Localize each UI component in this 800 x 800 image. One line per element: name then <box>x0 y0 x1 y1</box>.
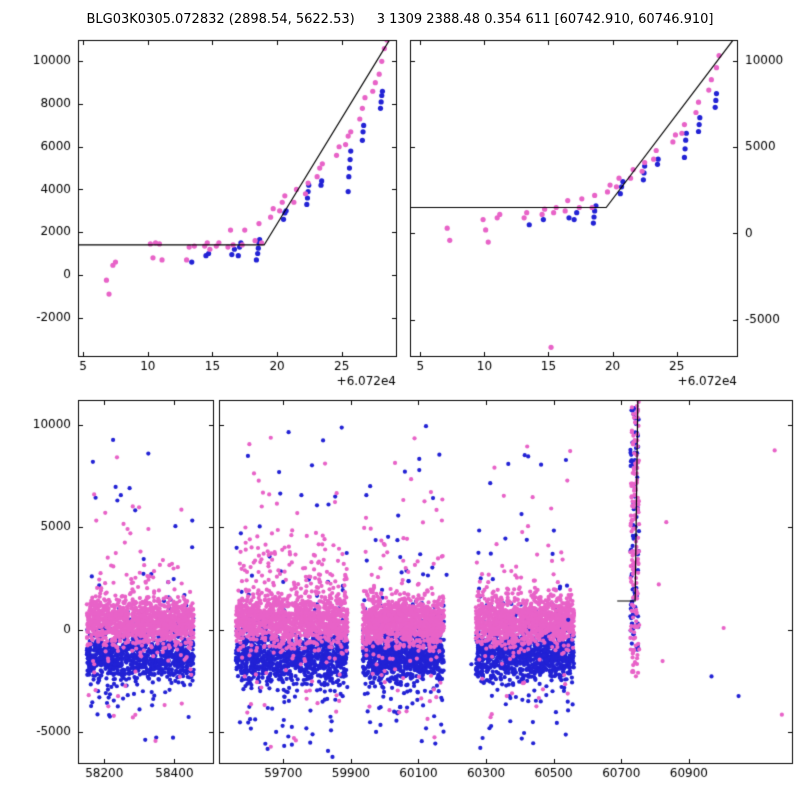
figure-title: BLG03K0305.072832 (2898.54, 5622.53) 3 1… <box>0 12 800 27</box>
title-fit-params: 3 1309 2388.48 0.354 611 [60742.910, 607… <box>376 12 714 27</box>
title-target-info: BLG03K0305.072832 (2898.54, 5622.53) <box>86 12 355 27</box>
